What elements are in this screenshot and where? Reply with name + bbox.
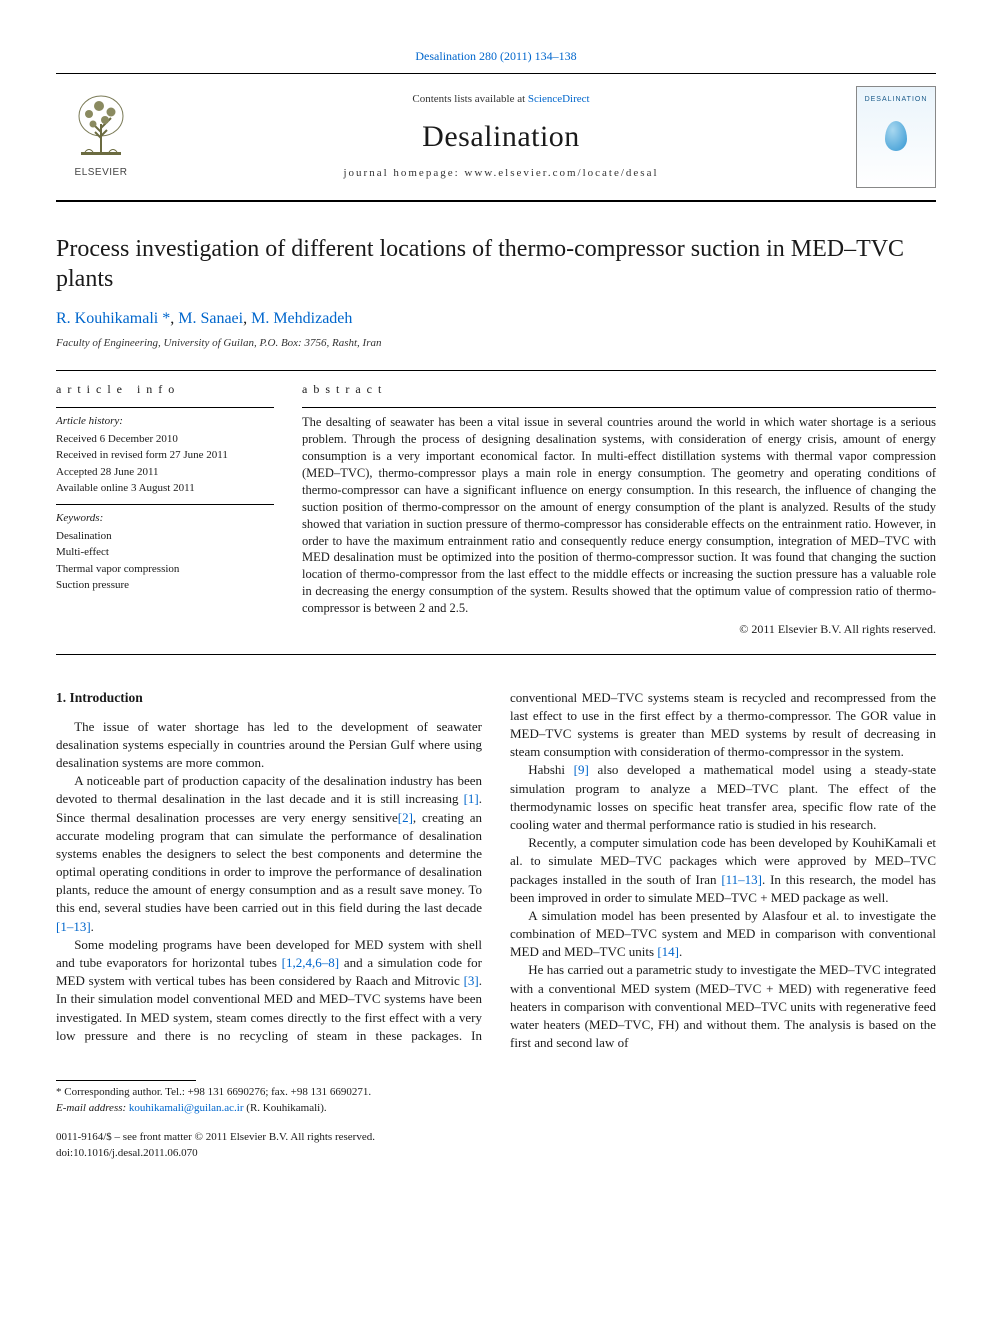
body-paragraph: A simulation model has been presented by… bbox=[510, 907, 936, 962]
keyword: Suction pressure bbox=[56, 578, 274, 593]
affiliation: Faculty of Engineering, University of Gu… bbox=[56, 336, 936, 351]
rule-above-meta bbox=[56, 370, 936, 371]
ref-link[interactable]: [1] bbox=[464, 791, 479, 806]
body-paragraph: Recently, a computer simulation code has… bbox=[510, 834, 936, 907]
article-info-block: article info Article history: Received 6… bbox=[56, 381, 274, 638]
text-run: . bbox=[91, 919, 94, 934]
history-line: Received 6 December 2010 bbox=[56, 432, 274, 447]
history-line: Available online 3 August 2011 bbox=[56, 481, 274, 496]
publisher-name: ELSEVIER bbox=[75, 166, 128, 180]
abstract-text: The desalting of seawater has been a vit… bbox=[302, 414, 936, 617]
ref-link[interactable]: [1–13] bbox=[56, 919, 91, 934]
contents-prefix: Contents lists available at bbox=[412, 93, 527, 105]
text-run: A simulation model has been presented by… bbox=[510, 908, 936, 959]
body-paragraph: Habshi [9] also developed a mathematical… bbox=[510, 761, 936, 834]
doi-line: doi:10.1016/j.desal.2011.06.070 bbox=[56, 1146, 936, 1161]
body-paragraph: He has carried out a parametric study to… bbox=[510, 961, 936, 1052]
sciencedirect-link[interactable]: ScienceDirect bbox=[528, 93, 590, 105]
ref-link[interactable]: [9] bbox=[574, 762, 589, 777]
body-two-column: 1. Introduction The issue of water short… bbox=[56, 689, 936, 1053]
rule-after-abstract bbox=[56, 654, 936, 655]
history-line: Accepted 28 June 2011 bbox=[56, 465, 274, 480]
history-line: Received in revised form 27 June 2011 bbox=[56, 448, 274, 463]
section-heading-1: 1. Introduction bbox=[56, 689, 482, 708]
footnote-rule bbox=[56, 1080, 196, 1081]
footer-block: * Corresponding author. Tel.: +98 131 66… bbox=[56, 1080, 936, 1161]
text-run: . bbox=[679, 944, 682, 959]
article-info-heading: article info bbox=[56, 381, 274, 398]
abstract-copyright: © 2011 Elsevier B.V. All rights reserved… bbox=[302, 621, 936, 638]
header-center: Contents lists available at ScienceDirec… bbox=[160, 86, 842, 188]
body-paragraph: The issue of water shortage has led to t… bbox=[56, 718, 482, 773]
keywords-label: Keywords: bbox=[56, 511, 274, 526]
email-suffix: (R. Kouhikamali). bbox=[244, 1102, 327, 1114]
keyword: Multi-effect bbox=[56, 545, 274, 560]
author-link-2[interactable]: M. Sanaei bbox=[178, 310, 243, 327]
keyword: Thermal vapor compression bbox=[56, 562, 274, 577]
corresponding-email-line: E-mail address: kouhikamali@guilan.ac.ir… bbox=[56, 1101, 936, 1116]
keyword: Desalination bbox=[56, 529, 274, 544]
ref-link[interactable]: [2] bbox=[398, 810, 413, 825]
email-label: E-mail address: bbox=[56, 1102, 129, 1114]
journal-cover-thumb: DESALINATION bbox=[856, 86, 936, 188]
author-link-1[interactable]: R. Kouhikamali bbox=[56, 310, 158, 327]
page-root: Desalination 280 (2011) 134–138 ELSEVIER… bbox=[0, 0, 992, 1201]
ref-link[interactable]: [3] bbox=[464, 973, 479, 988]
abstract-block: abstract The desalting of seawater has b… bbox=[302, 381, 936, 638]
journal-name: Desalination bbox=[160, 116, 842, 158]
text-run: , creating an accurate modeling program … bbox=[56, 810, 482, 916]
elsevier-tree-icon bbox=[71, 92, 131, 162]
author-link-3[interactable]: M. Mehdizadeh bbox=[251, 310, 352, 327]
article-title: Process investigation of different locat… bbox=[56, 234, 936, 294]
history-label: Article history: bbox=[56, 414, 274, 429]
rule-under-info-head bbox=[56, 407, 274, 408]
text-run: A noticeable part of production capacity… bbox=[56, 773, 482, 806]
journal-homepage: journal homepage: www.elsevier.com/locat… bbox=[160, 166, 842, 181]
top-citation-link[interactable]: Desalination 280 (2011) 134–138 bbox=[415, 49, 576, 63]
body-paragraph: A noticeable part of production capacity… bbox=[56, 772, 482, 936]
top-citation: Desalination 280 (2011) 134–138 bbox=[56, 48, 936, 65]
front-matter-line: 0011-9164/$ – see front matter © 2011 El… bbox=[56, 1130, 936, 1145]
journal-header: ELSEVIER Contents lists available at Sci… bbox=[56, 73, 936, 202]
rule-under-abstract-head bbox=[302, 407, 936, 408]
ref-link[interactable]: [14] bbox=[657, 944, 679, 959]
authors-line: R. Kouhikamali *, M. Sanaei, M. Mehdizad… bbox=[56, 308, 936, 330]
ref-link[interactable]: [11–13] bbox=[721, 872, 762, 887]
contents-lists-line: Contents lists available at ScienceDirec… bbox=[160, 92, 842, 107]
abstract-heading: abstract bbox=[302, 381, 936, 398]
text-run: Habshi bbox=[528, 762, 573, 777]
corresponding-star-icon: * bbox=[162, 310, 170, 327]
cover-title: DESALINATION bbox=[865, 95, 928, 105]
water-drop-icon bbox=[885, 121, 907, 151]
rule-mid-info bbox=[56, 504, 274, 505]
ref-link[interactable]: [1,2,4,6–8] bbox=[282, 955, 339, 970]
meta-row: article info Article history: Received 6… bbox=[56, 381, 936, 638]
publisher-logo: ELSEVIER bbox=[56, 86, 146, 186]
corresponding-author-note: * Corresponding author. Tel.: +98 131 66… bbox=[56, 1085, 936, 1100]
corresponding-email-link[interactable]: kouhikamali@guilan.ac.ir bbox=[129, 1102, 244, 1114]
